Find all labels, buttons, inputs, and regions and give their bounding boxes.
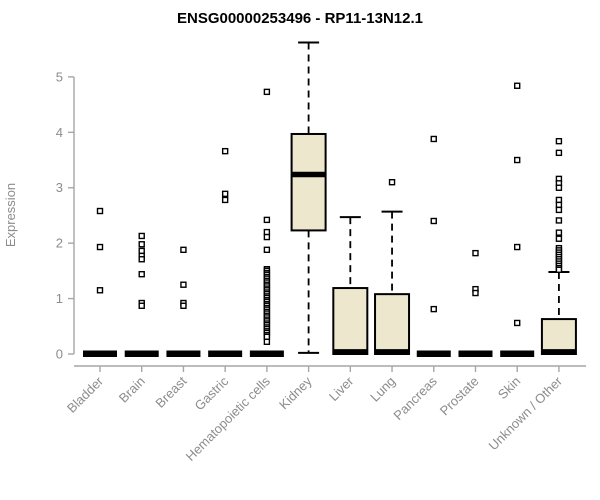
x-tick-label: Pancreas xyxy=(390,373,440,423)
flat-box-bar xyxy=(416,350,451,357)
outlier-point xyxy=(180,281,187,288)
outlier-point xyxy=(138,256,145,263)
box-rect xyxy=(332,287,369,355)
boxplot-lung xyxy=(374,178,411,355)
flat-box-bar xyxy=(500,350,535,357)
outlier-point xyxy=(263,88,271,96)
x-tick-label: Bladder xyxy=(64,373,107,416)
outlier-point xyxy=(138,232,145,240)
boxplot-liver xyxy=(332,216,369,355)
y-axis-title: Expression xyxy=(3,183,18,247)
outlier-point xyxy=(263,216,271,224)
outlier-point xyxy=(263,233,271,241)
outlier-point xyxy=(555,206,563,214)
flat-box-bar xyxy=(458,350,493,357)
boxplot-gastric xyxy=(208,147,243,357)
outlier-point xyxy=(221,190,229,198)
outlier-point xyxy=(263,228,271,236)
boxplot-brain xyxy=(124,232,159,357)
outlier-point xyxy=(555,196,563,204)
boxplot-hematopoietic-cells xyxy=(249,88,284,357)
outlier-point xyxy=(96,287,104,294)
outlier-point xyxy=(514,156,521,164)
y-tick-label: 4 xyxy=(56,125,63,140)
outlier-point xyxy=(430,305,437,313)
outlier-point xyxy=(96,243,104,251)
outlier-point xyxy=(514,319,521,327)
outlier-point xyxy=(138,241,145,248)
outlier-point xyxy=(555,137,563,145)
x-tick-label: Breast xyxy=(152,373,189,410)
x-tick-label: Kidney xyxy=(276,373,315,412)
chart-title: ENSG00000253496 - RP11-13N12.1 xyxy=(176,10,423,27)
y-tick-label: 0 xyxy=(56,347,63,362)
outlier-point xyxy=(472,289,479,297)
outlier-point xyxy=(180,302,187,309)
outlier-point xyxy=(472,249,479,257)
y-tick-label: 3 xyxy=(56,180,63,195)
boxplot-kidney xyxy=(290,41,327,354)
outlier-point xyxy=(555,235,563,242)
box-rect xyxy=(540,318,577,355)
outlier-point xyxy=(430,135,437,143)
outlier-point xyxy=(180,246,187,254)
flat-box-bar xyxy=(166,350,201,357)
y-tick-label: 5 xyxy=(56,69,63,84)
outlier-point xyxy=(138,302,145,309)
boxplot-bladder xyxy=(83,207,117,357)
y-tick-label: 2 xyxy=(56,236,63,251)
outlier-point xyxy=(555,149,563,157)
outlier-point xyxy=(514,243,521,251)
outlier-point xyxy=(555,184,563,191)
boxplot-unknown-other xyxy=(540,137,577,355)
flat-box-bar xyxy=(208,350,243,357)
outlier-point xyxy=(263,333,271,341)
x-tick-label: Gastric xyxy=(192,373,232,413)
outlier-point xyxy=(263,338,271,346)
outlier-point xyxy=(555,229,563,236)
x-tick-label: Prostate xyxy=(437,374,482,419)
x-tick-label: Unknown / Other xyxy=(485,373,565,453)
y-axis: 0 1 2 3 4 5 xyxy=(56,69,75,362)
box-rect xyxy=(374,293,411,355)
x-tick-label: Brain xyxy=(116,374,148,406)
flat-box-bar xyxy=(124,350,159,357)
x-tick-label: Liver xyxy=(326,373,357,404)
flat-box-bar xyxy=(83,350,117,357)
outlier-point xyxy=(388,178,396,186)
flat-box-bar xyxy=(249,350,284,357)
outlier-point xyxy=(514,82,521,89)
outlier-point xyxy=(430,217,437,225)
outlier-point xyxy=(96,207,104,215)
boxplot-prostate xyxy=(458,249,493,357)
outlier-point xyxy=(555,266,563,273)
boxplot-breast xyxy=(166,246,201,357)
outlier-point xyxy=(263,246,271,254)
box-rect xyxy=(290,132,327,232)
x-tick-label: Lung xyxy=(367,374,398,405)
outlier-point xyxy=(138,270,145,278)
y-tick-label: 1 xyxy=(56,291,63,306)
outlier-point xyxy=(555,217,563,224)
x-tick-label: Skin xyxy=(495,374,523,402)
boxplot-pancreas xyxy=(416,135,451,357)
outlier-point xyxy=(221,147,229,155)
boxplot-skin xyxy=(500,82,535,357)
outlier-point xyxy=(138,247,145,255)
outlier-point xyxy=(221,196,229,204)
outlier-point xyxy=(555,201,563,209)
